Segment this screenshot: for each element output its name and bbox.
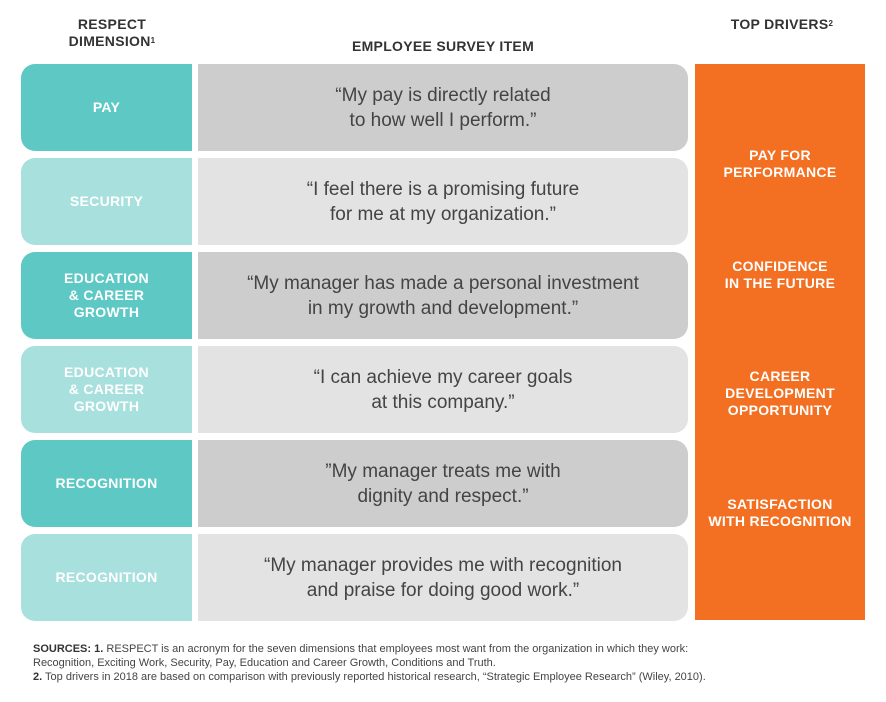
driver-career-development: CAREER DEVELOPMENT OPPORTUNITY: [725, 368, 835, 418]
respect-dimension-header-text: RESPECT DIMENSION: [68, 16, 151, 49]
dimension-label: RECOGNITION: [55, 569, 158, 585]
driver-pay-for-performance: PAY FOR PERFORMANCE: [723, 147, 837, 180]
survey-item-cell: “I can achieve my career goals at this c…: [198, 346, 688, 433]
footnote-2: 2. Top drivers in 2018 are based on comp…: [33, 670, 733, 684]
sources-label: SOURCES:: [33, 643, 92, 655]
dimension-cell-security: SECURITY: [21, 158, 192, 245]
footnote-ref-1: 1: [150, 36, 156, 45]
top-drivers-header: TOP DRIVERS2: [700, 16, 864, 33]
survey-item-text: “I can achieve my career goals at this c…: [313, 366, 573, 413]
dimension-label: RECOGNITION: [55, 475, 158, 491]
sources-footnotes: SOURCES: 1. RESPECT is an acronym for th…: [33, 642, 733, 684]
dimension-cell-pay: PAY: [21, 64, 192, 151]
top-drivers-panel: PAY FOR PERFORMANCE CONFIDENCE IN THE FU…: [695, 64, 865, 620]
dimension-cell-education: EDUCATION & CAREER GROWTH: [21, 346, 192, 433]
dimension-cell-education: EDUCATION & CAREER GROWTH: [21, 252, 192, 339]
survey-item-text: “My pay is directly related to how well …: [335, 84, 551, 131]
dimension-label: EDUCATION & CAREER GROWTH: [64, 270, 149, 320]
survey-item-cell: “My manager has made a personal investme…: [198, 252, 688, 339]
driver-satisfaction-recognition: SATISFACTION WITH RECOGNITION: [708, 496, 852, 529]
survey-item-cell: ”My manager treats me with dignity and r…: [198, 440, 688, 527]
survey-item-cell: “My pay is directly related to how well …: [198, 64, 688, 151]
footnote-2-text: Top drivers in 2018 are based on compari…: [45, 671, 706, 683]
top-drivers-header-text: TOP DRIVERS: [730, 16, 829, 32]
dimension-label: EDUCATION & CAREER GROWTH: [64, 364, 149, 414]
dimension-cell-recognition: RECOGNITION: [21, 440, 192, 527]
dimension-label: SECURITY: [69, 193, 144, 209]
footnote-1: SOURCES: 1. RESPECT is an acronym for th…: [33, 642, 733, 670]
footnote-ref-2: 2: [828, 19, 834, 28]
footnote-1-number: 1.: [94, 643, 104, 655]
respect-dimension-header: RESPECT DIMENSION1: [52, 16, 172, 50]
survey-item-text: “I feel there is a promising future for …: [306, 178, 580, 225]
footnote-1-text: RESPECT is an acronym for the seven dime…: [33, 643, 689, 669]
driver-confidence-in-future: CONFIDENCE IN THE FUTURE: [724, 258, 836, 291]
survey-item-cell: “My manager provides me with recognition…: [198, 534, 688, 621]
survey-item-text: “My manager provides me with recognition…: [264, 554, 622, 601]
survey-item-text: “My manager has made a personal investme…: [247, 272, 639, 319]
dimension-cell-recognition: RECOGNITION: [21, 534, 192, 621]
survey-item-header: EMPLOYEE SURVEY ITEM: [351, 38, 535, 54]
survey-item-text: ”My manager treats me with dignity and r…: [325, 460, 561, 507]
dimension-label: PAY: [92, 99, 121, 115]
survey-item-cell: “I feel there is a promising future for …: [198, 158, 688, 245]
footnote-2-number: 2.: [33, 671, 43, 683]
